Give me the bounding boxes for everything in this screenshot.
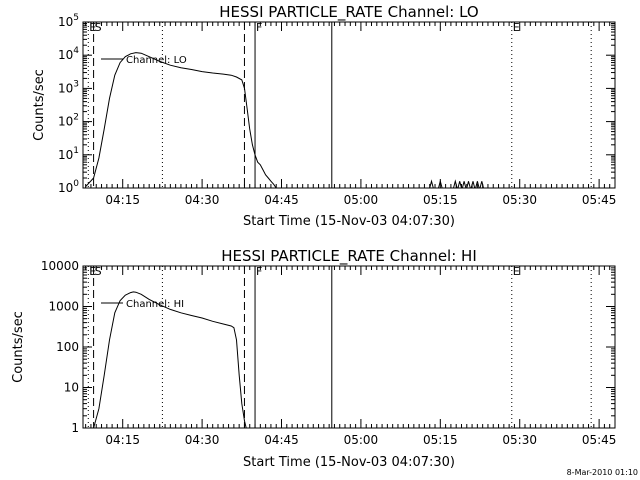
chart-title: HESSI PARTICLE_RATE Channel: LO [219,3,478,22]
x-axis-label: Start Time (15-Nov-03 04:07:30) [243,455,455,470]
footer-timestamp: 8-Mar-2010 01:10 [567,468,638,477]
y-tick-label: 10000 [41,259,79,273]
x-tick-label: 04:15 [105,433,140,447]
vertical-marker-label: F [256,21,262,34]
legend-label: Channel: LO [126,55,187,66]
x-tick-label: 04:30 [185,433,220,447]
y-tick-label: 104 [58,46,79,62]
y-tick-label: 101 [58,146,79,162]
y-tick-label: 1 [71,421,79,435]
x-tick-label: 05:30 [502,433,537,447]
x-tick-label: 04:45 [264,433,299,447]
y-tick-label: 102 [58,113,79,129]
vertical-marker-label: E [89,265,96,278]
vertical-marker-label: E [513,265,520,278]
x-tick-label: 04:30 [185,193,220,207]
vertical-marker-label: S [95,265,102,278]
x-tick-label: 05:45 [582,433,617,447]
series-line-1 [93,291,247,429]
x-tick-label: 05:30 [502,193,537,207]
y-tick-label: 10 [64,381,79,395]
y-axis-label: Counts/sec [11,311,26,383]
x-tick-label: 05:00 [344,193,379,207]
legend-label: Channel: HI [126,299,184,310]
series-line-2 [429,179,484,189]
chart-panel-2: HESSI PARTICLE_RATE Channel: HI 04:15 04:3… [11,247,616,470]
x-tick-label: 05:45 [582,193,617,207]
vertical-marker-label: E [89,21,96,34]
y-tick-label: 1000 [48,300,79,314]
x-tick-label: 04:45 [264,193,299,207]
series-line-1 [85,52,277,189]
y-tick-label: 100 [58,179,79,195]
x-tick-label: 05:15 [423,433,458,447]
x-tick-label: 05:00 [344,433,379,447]
plot-frame [82,21,616,189]
y-tick-label: 103 [58,79,79,95]
x-tick-label: 05:15 [423,193,458,207]
vertical-marker-label: S [95,21,102,34]
vertical-marker-label: E [513,21,520,34]
vertical-marker-label: F [256,265,262,278]
y-axis-label: Counts/sec [32,69,47,141]
y-tick-label: 105 [58,13,79,29]
x-tick-label: 04:15 [105,193,140,207]
x-axis-label: Start Time (15-Nov-03 04:07:30) [243,214,455,229]
y-tick-label: 100 [56,340,79,354]
chart-title: HESSI PARTICLE_RATE Channel: HI [221,247,477,266]
chart-panel-1: HESSI PARTICLE_RATE Channel: LO 04:15 04:3… [32,3,616,229]
